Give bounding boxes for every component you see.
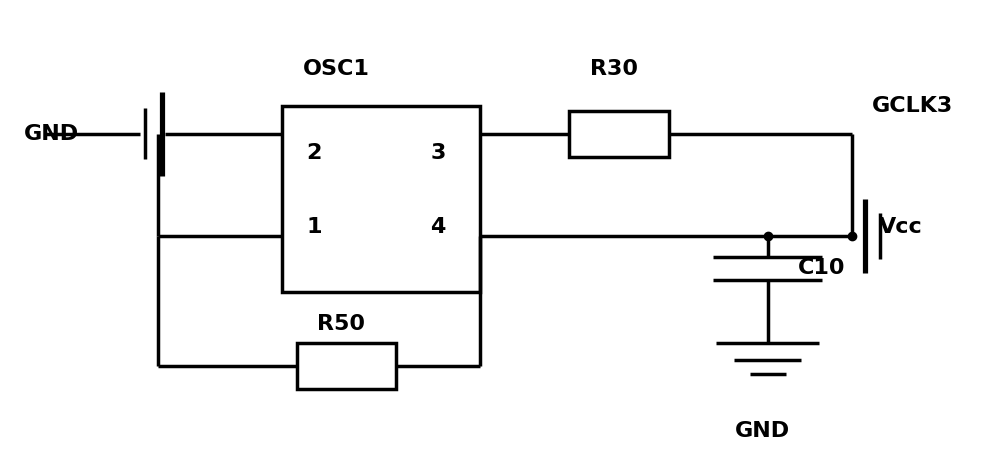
Bar (569, 111, 669, 157)
Text: GND: GND (24, 124, 79, 144)
Text: R50: R50 (317, 314, 365, 334)
Bar (297, 343, 396, 389)
Text: 2: 2 (307, 143, 322, 162)
Text: C10: C10 (798, 259, 845, 278)
Text: 4: 4 (430, 217, 445, 237)
Text: 3: 3 (430, 143, 445, 162)
Text: Vcc: Vcc (879, 217, 923, 237)
Text: GCLK3: GCLK3 (872, 96, 953, 116)
Bar (282, 106, 480, 292)
Text: OSC1: OSC1 (303, 59, 370, 79)
Text: 1: 1 (307, 217, 322, 237)
Text: GND: GND (735, 421, 790, 441)
Text: R30: R30 (590, 59, 638, 79)
